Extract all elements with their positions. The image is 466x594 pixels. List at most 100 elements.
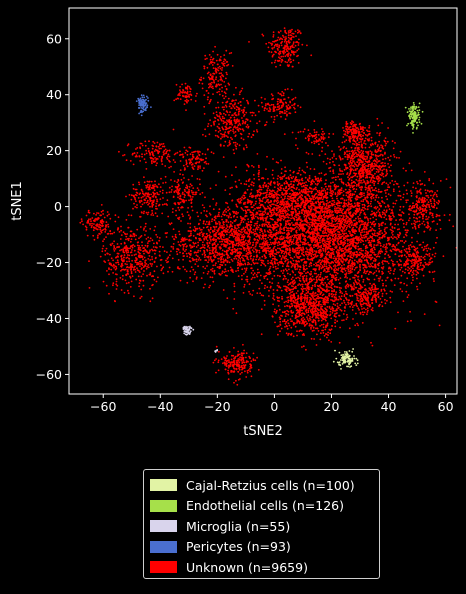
scatter-point xyxy=(231,227,233,230)
scatter-point xyxy=(182,164,185,167)
scatter-point xyxy=(402,193,405,196)
scatter-point xyxy=(221,94,224,97)
scatter-point xyxy=(307,254,310,256)
scatter-point xyxy=(143,247,145,250)
scatter-point xyxy=(229,252,232,254)
scatter-point xyxy=(359,233,362,236)
scatter-point xyxy=(153,150,156,153)
scatter-point xyxy=(221,252,224,255)
scatter-point xyxy=(112,282,115,285)
scatter-point xyxy=(406,192,408,195)
scatter-point xyxy=(236,238,239,241)
scatter-point xyxy=(137,275,140,278)
scatter-point xyxy=(303,230,306,232)
scatter-point xyxy=(101,229,104,232)
scatter-point xyxy=(297,276,299,279)
scatter-point xyxy=(245,250,248,252)
scatter-point xyxy=(151,203,153,205)
scatter-point xyxy=(153,161,155,164)
scatter-point xyxy=(182,94,184,97)
scatter-point xyxy=(398,234,401,237)
scatter-point xyxy=(157,145,160,148)
scatter-point xyxy=(259,216,262,219)
scatter-point xyxy=(178,218,180,221)
scatter-point xyxy=(353,276,356,279)
scatter-point xyxy=(267,260,269,262)
scatter-point xyxy=(158,150,161,153)
scatter-point xyxy=(181,213,184,216)
scatter-point xyxy=(294,111,297,114)
scatter-point xyxy=(143,270,145,272)
scatter-point xyxy=(209,228,212,231)
scatter-point xyxy=(377,223,380,225)
scatter-point xyxy=(103,216,106,219)
scatter-point xyxy=(172,208,174,210)
scatter-point xyxy=(231,250,233,252)
scatter-point xyxy=(268,41,270,44)
scatter-point xyxy=(115,278,118,280)
scatter-point xyxy=(259,243,261,246)
scatter-point xyxy=(264,211,267,214)
scatter-point xyxy=(287,32,290,34)
scatter-point xyxy=(307,153,310,155)
scatter-point xyxy=(149,154,152,156)
scatter-point xyxy=(237,275,240,277)
scatter-point xyxy=(258,257,261,259)
scatter-point xyxy=(306,294,309,297)
scatter-point xyxy=(206,239,209,242)
scatter-point xyxy=(141,244,144,247)
scatter-point xyxy=(227,209,230,212)
scatter-point xyxy=(153,242,155,245)
scatter-point xyxy=(220,132,222,135)
scatter-point xyxy=(371,309,374,312)
scatter-point xyxy=(212,87,214,90)
scatter-point xyxy=(214,129,217,132)
scatter-point xyxy=(203,65,206,68)
scatter-point xyxy=(341,292,344,295)
scatter-point xyxy=(158,254,161,257)
scatter-point xyxy=(301,253,303,255)
scatter-point xyxy=(348,217,351,220)
scatter-point xyxy=(335,195,338,198)
scatter-point xyxy=(329,189,332,191)
scatter-point xyxy=(361,203,364,206)
scatter-point xyxy=(284,275,286,278)
scatter-point xyxy=(88,287,91,289)
scatter-point xyxy=(240,104,242,107)
scatter-point xyxy=(254,245,257,248)
scatter-point xyxy=(269,224,272,227)
scatter-point xyxy=(322,189,325,192)
scatter-point xyxy=(272,31,275,34)
scatter-point xyxy=(223,62,226,65)
scatter-point xyxy=(391,232,393,234)
scatter-point xyxy=(404,250,407,253)
scatter-point xyxy=(218,266,221,268)
scatter-point xyxy=(235,242,238,245)
scatter-point xyxy=(227,120,229,123)
scatter-point xyxy=(317,134,320,136)
scatter-point xyxy=(221,230,223,233)
scatter-point xyxy=(238,93,241,96)
scatter-point xyxy=(322,138,325,141)
scatter-point xyxy=(289,100,291,103)
scatter-point xyxy=(332,172,335,175)
scatter-point xyxy=(128,254,131,257)
scatter-point xyxy=(212,121,215,123)
scatter-point xyxy=(249,111,252,114)
scatter-point xyxy=(234,144,237,147)
scatter-point xyxy=(231,242,234,245)
scatter-point xyxy=(125,250,128,253)
scatter-point xyxy=(201,153,204,155)
scatter-point xyxy=(321,128,323,130)
scatter-point xyxy=(379,224,381,226)
scatter-point xyxy=(220,118,223,121)
scatter-point xyxy=(251,244,254,247)
scatter-point xyxy=(342,232,344,235)
scatter-point xyxy=(221,90,223,93)
scatter-point xyxy=(257,235,260,238)
scatter-point xyxy=(110,264,113,267)
scatter-point xyxy=(145,230,147,232)
scatter-point xyxy=(223,58,226,61)
scatter-point xyxy=(334,206,336,208)
scatter-point xyxy=(278,46,280,49)
